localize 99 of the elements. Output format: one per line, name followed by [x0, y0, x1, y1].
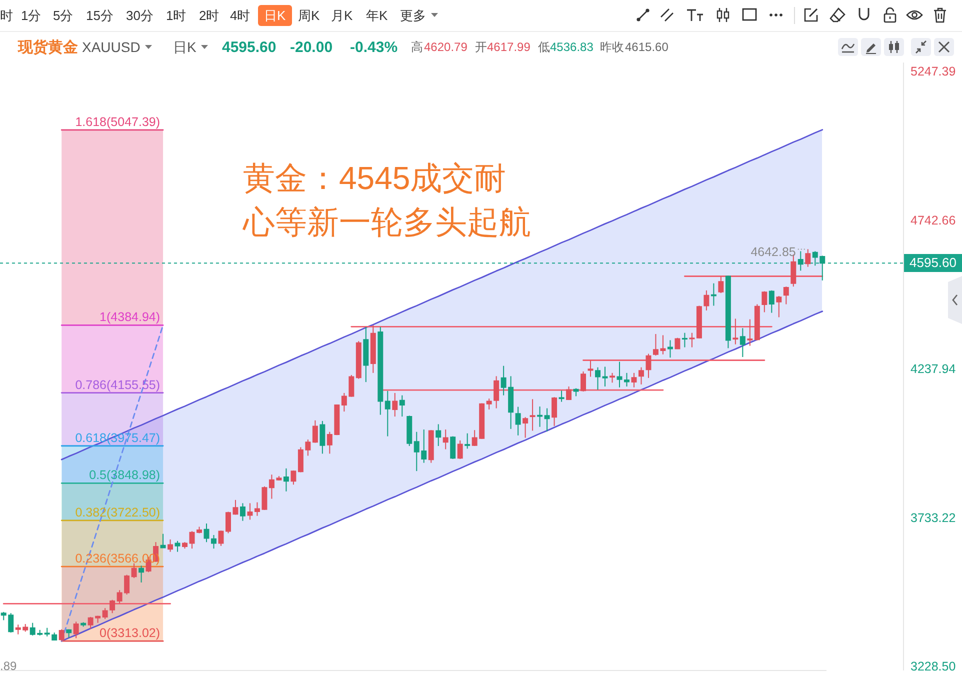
series-label: 0.382(3722.50)	[75, 505, 160, 520]
candlestick	[530, 398, 536, 432]
text: 高	[411, 39, 423, 55]
text: 1时	[166, 6, 186, 24]
candlestick	[450, 436, 456, 460]
annotation: 4642.85	[750, 245, 796, 260]
text: 现货黄金	[18, 38, 78, 56]
text: 4617.99	[487, 39, 530, 55]
y-tick-label: 5247.39	[910, 64, 956, 79]
text: 30分	[126, 6, 154, 24]
candlestick	[399, 394, 405, 418]
text: 2时	[199, 6, 220, 24]
candlestick	[638, 366, 644, 385]
candlestick	[732, 318, 738, 345]
candlestick	[667, 340, 673, 358]
series-label: 1.618(5047.39)	[75, 114, 160, 129]
candlestick	[689, 332, 695, 348]
series-label: 0(3313.02)	[100, 626, 160, 640]
text: 5分	[53, 6, 74, 24]
candlestick	[552, 396, 558, 426]
candlestick	[544, 408, 550, 432]
candlestick	[747, 318, 753, 346]
text: 黄金：4545成交耐心等新一轮多头起航	[243, 159, 532, 242]
series-label: 0.786(4155.55)	[75, 378, 160, 392]
ref-line-label: 4595.60	[904, 254, 962, 272]
candlestick	[740, 328, 746, 358]
text: 4536.83	[550, 39, 594, 55]
candlestick	[515, 406, 521, 436]
candlestick	[110, 599, 116, 614]
candlestick	[704, 290, 710, 311]
candlestick	[646, 353, 652, 378]
candlestick	[624, 372, 630, 387]
candlestick	[776, 296, 782, 318]
candlestick	[102, 608, 108, 620]
candlestick	[168, 538, 174, 552]
candlestick	[392, 392, 398, 418]
candlestick	[442, 429, 448, 450]
candlestick	[247, 502, 253, 520]
text: 4595.60	[222, 38, 276, 56]
candlestick	[805, 248, 811, 268]
text: 4时	[230, 6, 250, 24]
text: 4620.79	[424, 39, 468, 55]
candlestick	[312, 420, 318, 444]
candlestick	[160, 533, 166, 548]
candlestick	[204, 523, 210, 543]
candlestick	[290, 470, 296, 486]
candlestick	[602, 366, 608, 387]
text: 1分	[21, 6, 42, 24]
candlestick	[616, 361, 622, 388]
line-series	[60, 324, 164, 642]
text: -0.43%	[350, 38, 398, 56]
y-tick-label: 3733.22	[910, 510, 956, 525]
candlestick	[566, 386, 572, 401]
candlestick	[768, 290, 774, 314]
y-tick-label: 3228.50	[910, 660, 956, 674]
candlestick	[783, 286, 789, 305]
candlestick	[682, 332, 688, 348]
candlestick	[174, 540, 180, 552]
series-label: 1(4384.94)	[100, 310, 160, 324]
text: 时	[0, 6, 13, 24]
candlestick	[558, 390, 564, 402]
text: 更多	[400, 6, 426, 24]
annotation: .89	[0, 658, 17, 674]
candlestick	[138, 565, 144, 583]
text: 开	[475, 39, 487, 55]
candlestick	[320, 420, 326, 454]
series-label: 0.5(3848.98)	[89, 468, 160, 482]
y-tick-label: 4237.94	[910, 362, 956, 376]
text: 昨收	[600, 39, 624, 55]
text: -20.00	[290, 38, 333, 56]
candlestick	[240, 502, 246, 522]
text: 年K	[366, 6, 388, 24]
candlestick	[718, 276, 724, 294]
candlestick	[631, 372, 637, 388]
text: 日K	[173, 38, 196, 56]
text: 15分	[86, 6, 114, 24]
text: 周K	[298, 6, 320, 24]
candlestick	[588, 360, 594, 378]
text: XAUUSD	[82, 38, 140, 56]
candlestick	[218, 530, 224, 546]
candlestick	[522, 416, 528, 438]
candlestick	[436, 424, 442, 447]
candlestick	[73, 621, 79, 639]
line-series	[60, 310, 824, 642]
text: 4615.60	[625, 39, 668, 55]
candlestick	[464, 432, 470, 450]
candlestick	[762, 290, 768, 313]
candlestick	[457, 440, 463, 460]
candlestick	[384, 390, 390, 437]
candlestick	[580, 370, 586, 392]
candlestick	[283, 468, 289, 492]
text: 日K	[258, 4, 292, 26]
y-tick-label: 4742.66	[910, 213, 956, 228]
text: 低	[538, 39, 550, 55]
candlestick	[211, 534, 216, 550]
line-series	[60, 129, 824, 460]
candlestick	[610, 372, 615, 384]
candlestick	[595, 366, 601, 390]
text: 月K	[331, 6, 353, 24]
